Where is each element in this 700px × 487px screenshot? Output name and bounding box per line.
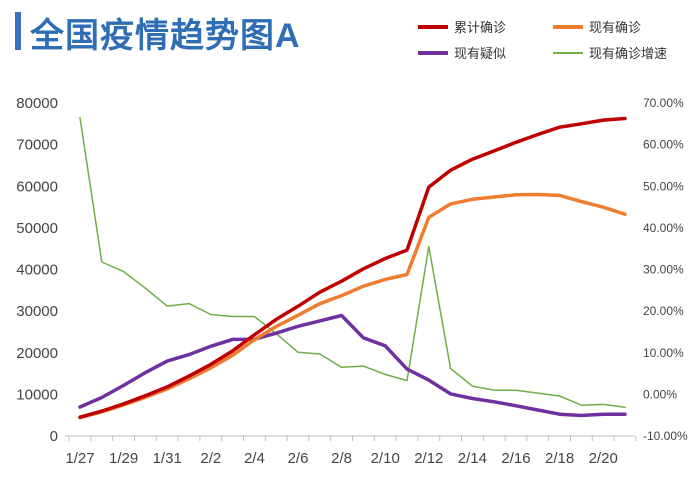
- y-tick-label: 20000: [16, 345, 58, 362]
- y-tick-label: 30000: [16, 303, 58, 320]
- y-tick-label: 60000: [16, 178, 58, 195]
- legend-label: 现有疑似: [454, 46, 506, 61]
- x-tick-label: 1/27: [65, 450, 94, 467]
- x-tick-label: 2/4: [244, 450, 265, 467]
- y2-tick-label: 70.00%: [643, 96, 684, 110]
- y2-tick-label: 0.00%: [643, 387, 677, 401]
- y-tick-label: 80000: [16, 95, 58, 112]
- legend-label: 现有确诊: [589, 20, 641, 35]
- x-tick-label: 2/12: [414, 450, 443, 467]
- x-tick-label: 2/6: [288, 450, 309, 467]
- y2-tick-label: 10.00%: [643, 346, 684, 360]
- series-line: [78, 313, 627, 418]
- series-line: [79, 116, 626, 409]
- y-tick-label: 0: [50, 428, 58, 445]
- x-tick-label: 1/29: [109, 450, 138, 467]
- legend-label: 现有确诊增速: [589, 46, 667, 61]
- x-tick-label: 2/18: [545, 450, 574, 467]
- y2-tick-label: 60.00%: [643, 138, 684, 152]
- y-tick-label: 40000: [16, 262, 58, 279]
- x-tick-label: 2/8: [331, 450, 352, 467]
- y2-tick-label: 40.00%: [643, 221, 684, 235]
- y-tick-label: 70000: [16, 137, 58, 154]
- series-line: [78, 116, 627, 419]
- x-tick-label: 2/10: [371, 450, 400, 467]
- y2-tick-label: 20.00%: [643, 304, 684, 318]
- x-tick-label: 2/2: [200, 450, 221, 467]
- legend-label: 累计确诊: [454, 20, 506, 35]
- series-line: [78, 192, 627, 420]
- y2-tick-label: 50.00%: [643, 179, 684, 193]
- y2-tick-label: -10.00%: [643, 429, 688, 443]
- chart-title: 全国疫情趋势图A: [30, 17, 301, 55]
- y-tick-label: 50000: [16, 220, 58, 237]
- x-tick-label: 1/31: [153, 450, 182, 467]
- x-tick-label: 2/20: [589, 450, 618, 467]
- x-tick-label: 2/16: [501, 450, 530, 467]
- y2-tick-label: 30.00%: [643, 263, 684, 277]
- x-tick-label: 2/14: [458, 450, 487, 467]
- title-accent-bar: [15, 12, 21, 50]
- y-tick-label: 10000: [16, 386, 58, 403]
